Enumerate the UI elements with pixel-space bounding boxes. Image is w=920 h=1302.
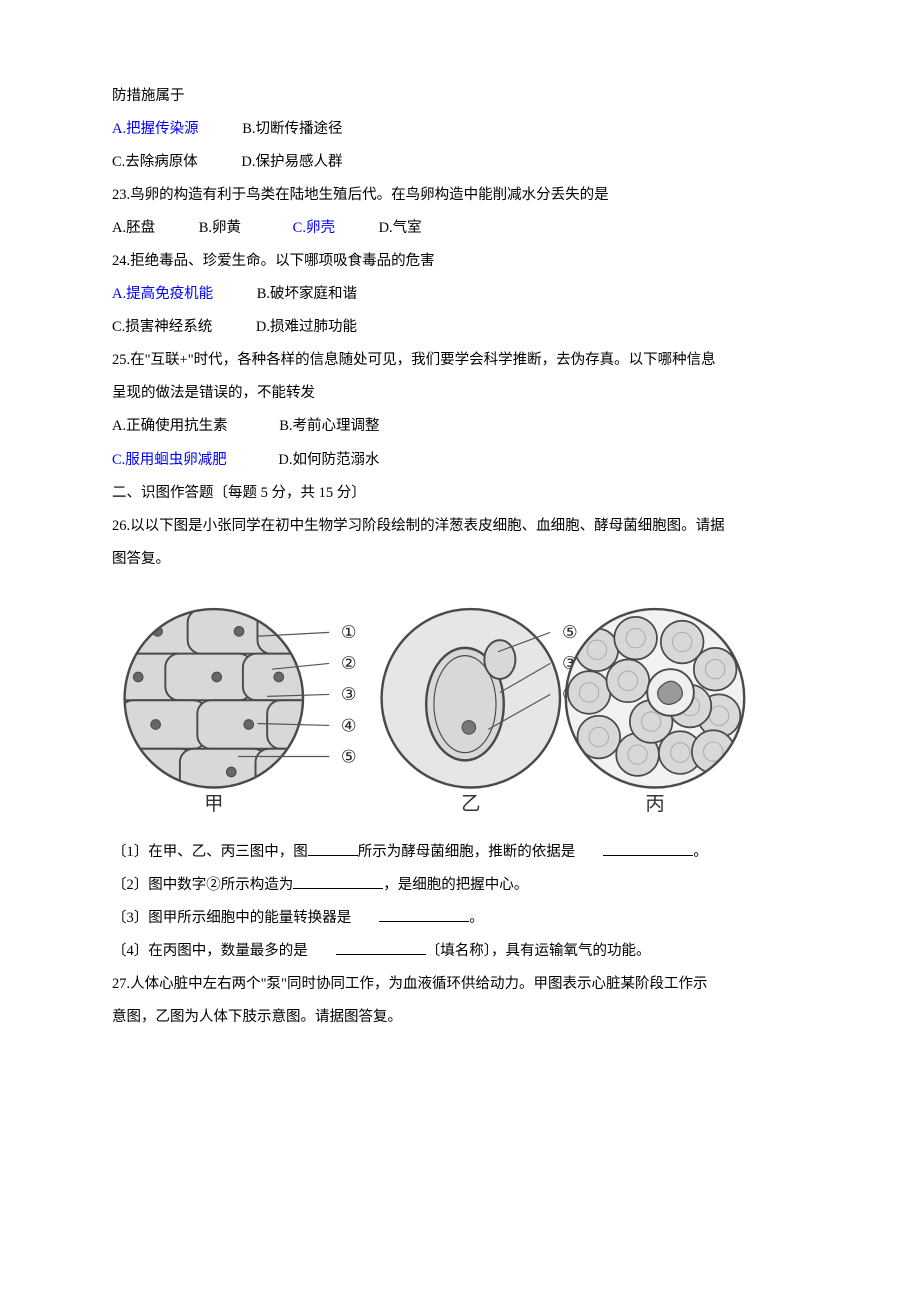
q22-option-b: B.切断传播途径 bbox=[242, 121, 342, 137]
q25-option-d: D.如何防范溺水 bbox=[278, 452, 379, 468]
q22-option-c: C.去除病原体 bbox=[112, 154, 198, 170]
blank bbox=[379, 908, 469, 922]
q26-sub4-b: 〔填名称〕，具有运输氧气的功能。 bbox=[426, 943, 651, 959]
q27-stem-2: 意图，乙图为人体下肢示意图。请据图答复。 bbox=[112, 1001, 808, 1034]
svg-text:①: ① bbox=[341, 622, 357, 642]
q23-option-a: A.胚盘 bbox=[112, 220, 155, 236]
q26-sub4-a: 〔4〕在丙图中，数量最多的是 bbox=[112, 943, 308, 959]
q25-option-c: C.服用蛔虫卵减肥 bbox=[112, 452, 227, 468]
q23-option-d: D.气室 bbox=[379, 220, 422, 236]
section-2-heading: 二、识图作答题〔每题 5 分，共 15 分〕 bbox=[112, 477, 808, 510]
q24-stem: 24.拒绝毒品、珍爱生命。以下哪项吸食毒品的危害 bbox=[112, 245, 808, 278]
svg-text:③: ③ bbox=[341, 684, 357, 704]
q26-stem-2: 图答复。 bbox=[112, 543, 808, 576]
q26-sub3-a: 〔3〕图甲所示细胞中的能量转换器是 bbox=[112, 910, 351, 926]
q24-option-c: C.损害神经系统 bbox=[112, 319, 212, 335]
q26-stem-1: 26.以以下图是小张同学在初中生物学习阶段绘制的洋葱表皮细胞、血细胞、酵母菌细胞… bbox=[112, 510, 808, 543]
q26-sub1-a: 〔1〕在甲、乙、丙三图中，图 bbox=[112, 844, 308, 860]
q24-option-a: A.提高免疫机能 bbox=[112, 286, 213, 302]
q22-stem: 防措施属于 bbox=[112, 80, 808, 113]
q24-option-d: D.损难过肺功能 bbox=[256, 319, 357, 335]
q26-sub2-a: 〔2〕图中数字②所示构造为 bbox=[112, 877, 293, 893]
q25-stem-1: 25.在"互联+"时代，各种各样的信息随处可见，我们要学会科学推断，去伪存真。以… bbox=[112, 344, 808, 377]
q26-sub1-c: 。 bbox=[693, 844, 708, 860]
blank bbox=[308, 842, 358, 856]
q22-option-d: D.保护易感人群 bbox=[241, 154, 342, 170]
svg-text:②: ② bbox=[341, 653, 357, 673]
blank bbox=[603, 842, 693, 856]
q24-option-b: B.破坏家庭和谐 bbox=[257, 286, 357, 302]
q22-option-a: A.把握传染源 bbox=[112, 121, 199, 137]
q25-option-b: B.考前心理调整 bbox=[279, 418, 379, 434]
q26-sub1-b: 所示为酵母菌细胞，推断的依据是 bbox=[358, 844, 576, 860]
q26-sub2-b: ，是细胞的把握中心。 bbox=[383, 877, 528, 893]
q27-stem-1: 27.人体心脏中左右两个"泵"同时协同工作，为血液循环供给动力。甲图表示心脏某阶… bbox=[112, 968, 808, 1001]
svg-text:④: ④ bbox=[341, 715, 357, 735]
q23-option-b: B.卵黄 bbox=[199, 220, 241, 236]
q25-stem-2: 呈现的做法是错误的，不能转发 bbox=[112, 377, 808, 410]
blank bbox=[336, 941, 426, 955]
q23-option-c: C.卵壳 bbox=[293, 220, 335, 236]
svg-text:乙: 乙 bbox=[461, 794, 480, 815]
q26-figure: ①②③④⑤甲⑤③②乙丙 bbox=[112, 588, 808, 828]
svg-text:⑤: ⑤ bbox=[341, 746, 357, 766]
q23-stem: 23.鸟卵的构造有利于鸟类在陆地生殖后代。在鸟卵构造中能削减水分丢失的是 bbox=[112, 179, 808, 212]
q26-sub3-b: 。 bbox=[469, 910, 484, 926]
svg-text:⑤: ⑤ bbox=[562, 622, 578, 642]
svg-text:甲: 甲 bbox=[204, 794, 223, 815]
svg-text:丙: 丙 bbox=[645, 794, 664, 815]
q25-option-a: A.正确使用抗生素 bbox=[112, 418, 228, 434]
blank bbox=[293, 875, 383, 889]
